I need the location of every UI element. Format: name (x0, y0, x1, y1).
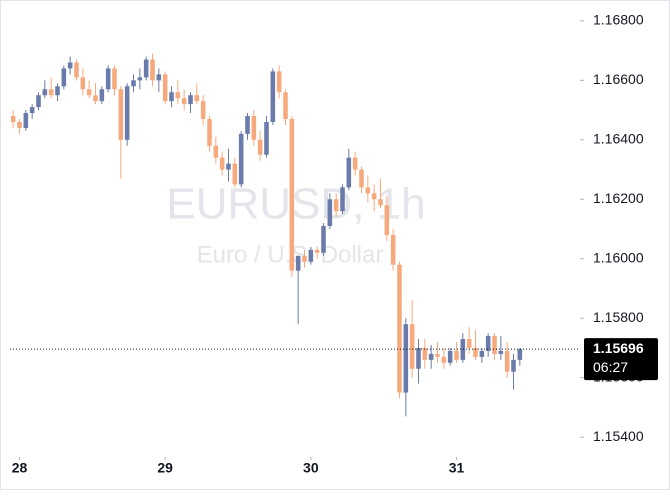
candle-body (447, 350, 453, 363)
candle-body (238, 133, 244, 185)
x-tick-label: 31 (449, 460, 465, 476)
candle-body (118, 89, 124, 140)
candle-body (150, 59, 155, 81)
candle-body (124, 86, 130, 140)
candle-body (504, 350, 510, 372)
candle-body (422, 347, 428, 360)
x-tick-label: 30 (303, 460, 319, 476)
candle-body (67, 62, 73, 69)
candle-body (517, 349, 523, 360)
candle-body (55, 86, 60, 96)
candle-body (112, 68, 117, 90)
candle-body (365, 187, 371, 194)
candle-body (162, 74, 168, 102)
candle-body (403, 324, 409, 393)
candle-body (36, 95, 41, 108)
price-overlay: 1.15696 06:27 (10, 338, 658, 381)
candle-body (245, 116, 250, 134)
candle-body (131, 80, 136, 87)
x-tick-label: 28 (12, 460, 28, 476)
candle-body (264, 121, 269, 155)
candle-body (42, 89, 48, 96)
candle-body (23, 113, 29, 128)
candle-body (48, 89, 54, 96)
candle-body (378, 199, 383, 206)
x-tick-label: 29 (157, 460, 173, 476)
candle-body (333, 199, 339, 212)
candle-body (340, 187, 345, 212)
candle-body (226, 163, 231, 170)
candle-body (74, 62, 79, 78)
candle-body (295, 255, 301, 271)
candle-body (416, 347, 421, 369)
candle-body (143, 59, 149, 78)
candle-body (435, 353, 440, 357)
countdown-label: 06:27 (593, 359, 628, 375)
candle-body (485, 336, 491, 351)
candle-body (308, 249, 314, 262)
candle-body (175, 92, 181, 99)
candle-body (454, 350, 459, 360)
candle-body (181, 98, 187, 105)
candle-body (283, 92, 288, 119)
candle-body (270, 71, 276, 122)
candle-body (428, 353, 434, 360)
candle-body (93, 95, 98, 102)
candle-body (492, 336, 497, 354)
y-tick-label: 1.16800 (593, 12, 644, 28)
y-tick-label: 1.16600 (593, 71, 644, 87)
candle-body (105, 68, 111, 90)
candle-body (473, 347, 478, 357)
candle-body (498, 350, 504, 354)
candle-body (409, 324, 415, 369)
candle-body (289, 118, 295, 271)
candle-body (232, 163, 238, 185)
candle-body (511, 359, 516, 372)
candle-body (80, 77, 86, 90)
last-price-label: 1.15696 (593, 340, 644, 356)
y-tick-label: 1.16000 (593, 249, 644, 265)
y-tick-label: 1.15400 (593, 428, 644, 444)
candle-body (10, 116, 16, 122)
candle-body (194, 95, 200, 102)
candle-body (29, 107, 35, 114)
candle-body (257, 139, 263, 155)
candle-body (466, 339, 472, 348)
candle-body (352, 157, 358, 170)
last-price-box (584, 338, 658, 381)
y-tick-label: 1.15800 (593, 309, 644, 325)
candle-body (314, 249, 320, 253)
candle-body (251, 116, 257, 140)
candle-body (276, 71, 282, 93)
candle-body (169, 92, 174, 102)
candle-body (86, 89, 92, 96)
candle-body (213, 145, 219, 158)
candle-body (346, 157, 352, 188)
candle-body (460, 339, 466, 360)
candle-body (156, 74, 162, 81)
candle-body (137, 77, 143, 81)
y-tick-label: 1.16400 (593, 131, 644, 147)
candle-body (397, 264, 402, 393)
candle-body (207, 118, 212, 146)
candle-body (200, 101, 206, 119)
candle-body (302, 255, 307, 262)
candle-body (359, 169, 364, 188)
candle-body (441, 356, 447, 363)
candle-body (219, 157, 225, 170)
candle-body (99, 89, 105, 102)
candle-body (188, 95, 193, 105)
candle-body (384, 205, 390, 235)
candle-body (327, 199, 333, 227)
candle-body (479, 350, 485, 357)
candle-body (390, 234, 396, 265)
candle-body (61, 68, 67, 87)
candle-body (321, 226, 326, 253)
candles (10, 53, 523, 417)
candle-body (17, 121, 22, 128)
y-tick-label: 1.16200 (593, 190, 644, 206)
candle-body (371, 193, 377, 200)
